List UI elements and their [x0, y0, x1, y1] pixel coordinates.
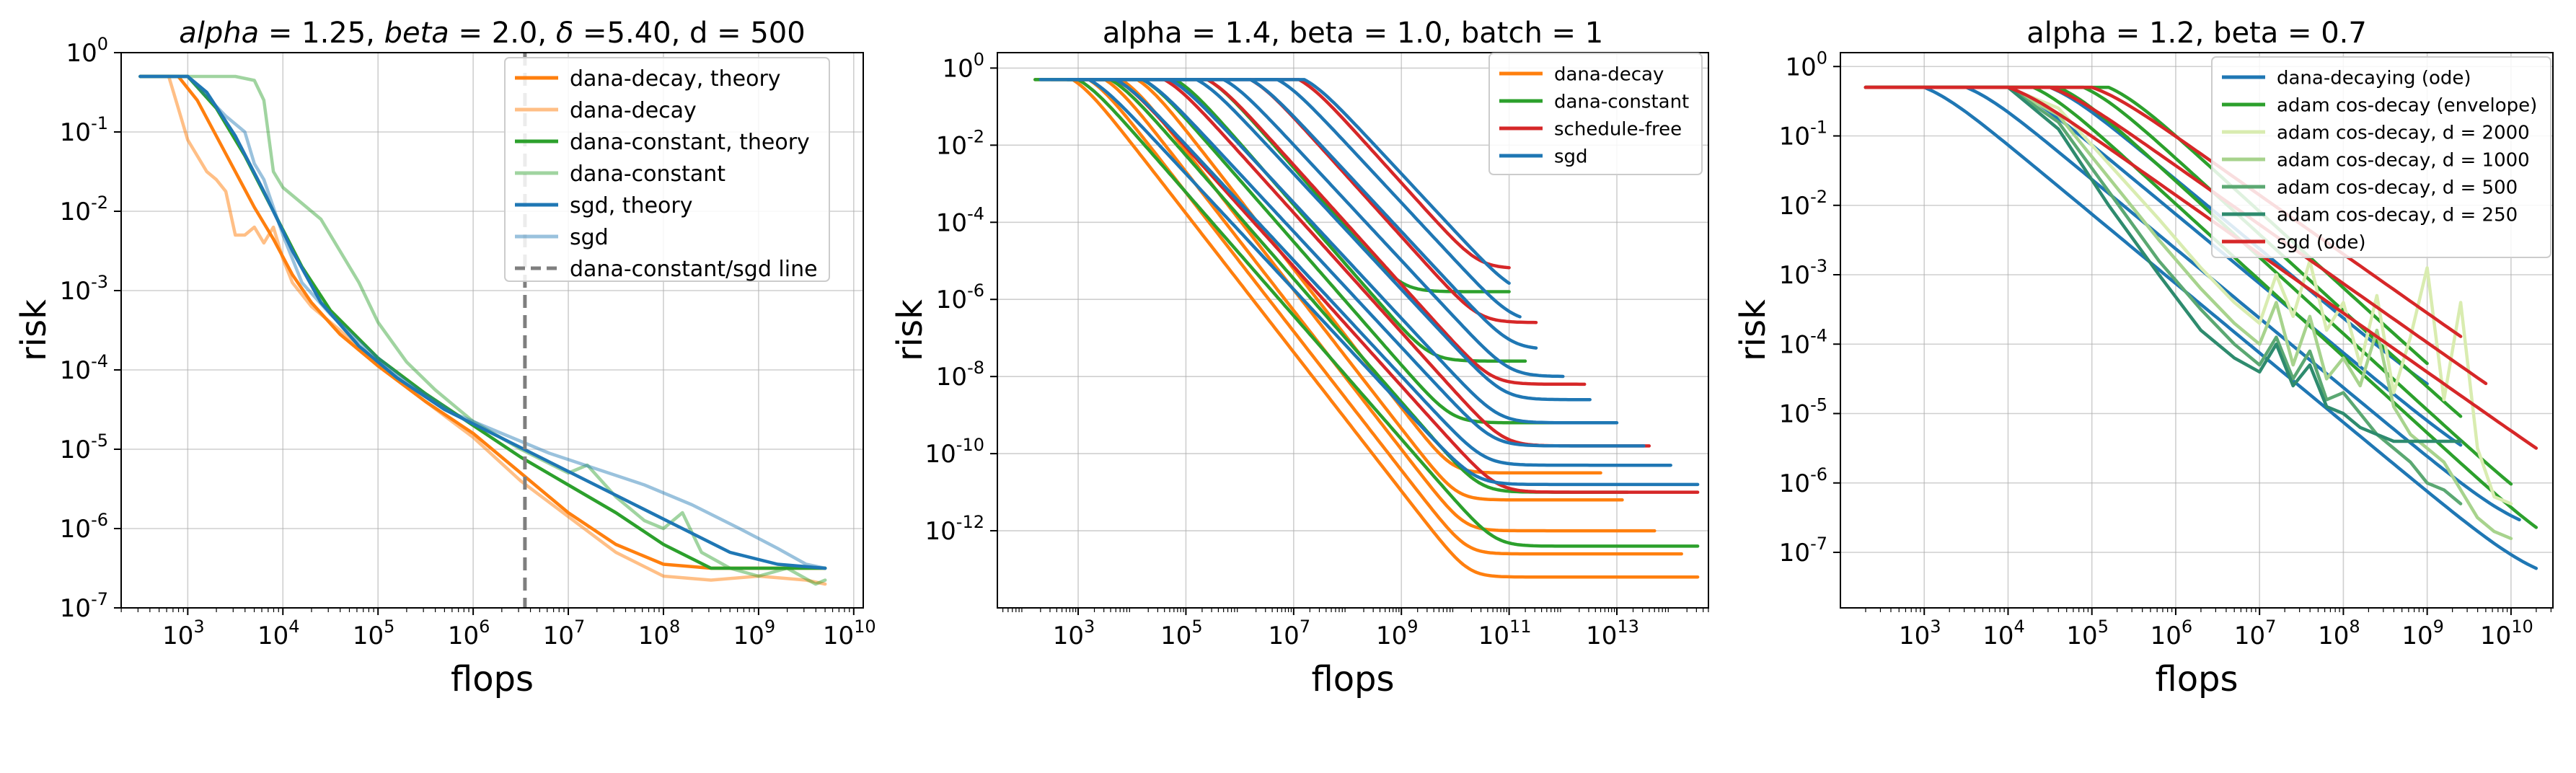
series-line-sgd: [1254, 78, 1511, 285]
series-line-sgd-theory: [138, 74, 827, 570]
y-axis-label: risk: [890, 299, 930, 361]
x-tick-label: 109: [733, 617, 776, 650]
x-axis-label: flops: [2155, 659, 2238, 699]
y-tick-label: 10-2: [936, 126, 984, 160]
legend-entry: sgd, theory: [570, 193, 692, 218]
chart-title: alpha = 1.4, beta = 1.0, batch = 1: [1103, 17, 1603, 50]
axes-frame: [1840, 52, 2554, 609]
series-line-dana-decay: [138, 74, 827, 586]
x-tick-label: 109: [1376, 617, 1419, 650]
legend-box: [2211, 56, 2551, 258]
legend-entry: schedule-free: [1554, 118, 1682, 140]
y-axis-label: risk: [14, 299, 54, 361]
series-line-adam-cos-decay-d-250: [1863, 85, 2463, 443]
series-line-sgd: [138, 74, 827, 570]
series-line-adam-cos-decay-d-1000: [1863, 85, 2513, 541]
legend-entry: adam cos-decay (envelope): [2277, 94, 2537, 116]
x-tick-label: 1010: [823, 617, 876, 650]
series-line-dana-constant: [1130, 78, 1527, 363]
y-tick-label: 10-7: [60, 589, 108, 623]
plot-area: [1033, 78, 1700, 579]
plot-area: [1863, 85, 2538, 570]
series-line-adam-cos-decay-d-500: [1863, 85, 2463, 505]
plot-area: [138, 74, 827, 586]
y-axis-label: risk: [1733, 299, 1773, 361]
series-line-sgd-ode-: [1863, 85, 2463, 338]
legend-entry: adam cos-decay, d = 2000: [2277, 122, 2530, 143]
series-line-sgd: [1093, 78, 1646, 448]
series-line-adam-cos-decay-d-2000: [1863, 85, 2513, 505]
legend-entry: dana-decay, theory: [570, 66, 781, 92]
axes-frame: [120, 52, 864, 609]
series-line-sgd: [1173, 78, 1565, 379]
y-tick-label: 10-1: [1779, 118, 1827, 151]
x-tick-label: 107: [543, 617, 586, 650]
legend-entry: sgd: [1554, 146, 1588, 167]
legend-entry: dana-constant: [1554, 91, 1689, 112]
legend-entry: adam cos-decay, d = 1000: [2277, 149, 2530, 171]
x-tick-label: 108: [638, 617, 681, 650]
series-line-sgd: [1119, 78, 1619, 425]
chart-title: alpha = 1.25, beta = 2.0, δ =5.40, d = 5…: [179, 17, 805, 50]
legend-box: [504, 57, 830, 282]
series-line-sgd: [1065, 78, 1672, 467]
y-tick-label: 10-8: [936, 358, 984, 392]
chart-panel-2: 103 105 107 109 1011 101310-1210-1010-810-610…: [890, 17, 1709, 699]
legend-entry: sgd (ode): [2277, 231, 2366, 253]
x-axis-label: flops: [451, 659, 534, 699]
legend-entry: dana-decay: [1554, 63, 1664, 85]
axes-frame: [997, 52, 1709, 609]
legend-entry: dana-constant: [570, 162, 725, 187]
series-line-dana-decay: [1065, 78, 1657, 533]
x-tick-label: 1013: [1586, 617, 1639, 650]
chart-title: alpha = 1.2, beta = 0.7: [2026, 17, 2367, 50]
series-line-dana-decaying-ode-: [1863, 85, 2538, 570]
tick-labels: 103 104 105 106 107 108 109 101010-710-610-510-…: [1779, 48, 2551, 650]
series-line-dana-decay: [1049, 78, 1683, 556]
series-line-sgd: [1038, 78, 1700, 487]
series-line-sgd: [1146, 78, 1592, 402]
series-line-schedule-free: [1157, 78, 1587, 386]
series-line-dana-decay: [1033, 78, 1700, 579]
series-line-sgd: [1200, 78, 1538, 350]
legend-entry: dana-decay: [570, 98, 697, 123]
legend-entry: adam cos-decay, d = 250: [2277, 204, 2518, 226]
series-line-dana-constant: [1033, 78, 1700, 548]
chart-panel-3: 103 104 105 106 107 108 109 101010-710-610-510-…: [1733, 17, 2554, 699]
legend: dana-decay dana-constant schedule-free sgd: [1488, 53, 1703, 175]
y-tick-label: 10-2: [1779, 187, 1827, 221]
legend-entry: dana-decaying (ode): [2277, 67, 2471, 89]
legend-box: [1488, 53, 1703, 175]
grid: [997, 53, 1708, 608]
legend-entry: adam cos-decay, d = 500: [2277, 177, 2518, 198]
x-axis-label: flops: [1311, 659, 1394, 699]
legend: dana-decaying (ode) adam cos-decay (envel…: [2211, 56, 2551, 258]
legend: dana-decay, theory dana-decay dana-constan…: [504, 57, 830, 282]
legend-entry: dana-constant/sgd line: [570, 257, 818, 282]
legend-entry: sgd: [570, 225, 609, 250]
legend-entry: dana-constant, theory: [570, 130, 810, 155]
series-line-dana-constant-theory: [138, 74, 827, 570]
series-line-dana-constant: [138, 74, 827, 586]
